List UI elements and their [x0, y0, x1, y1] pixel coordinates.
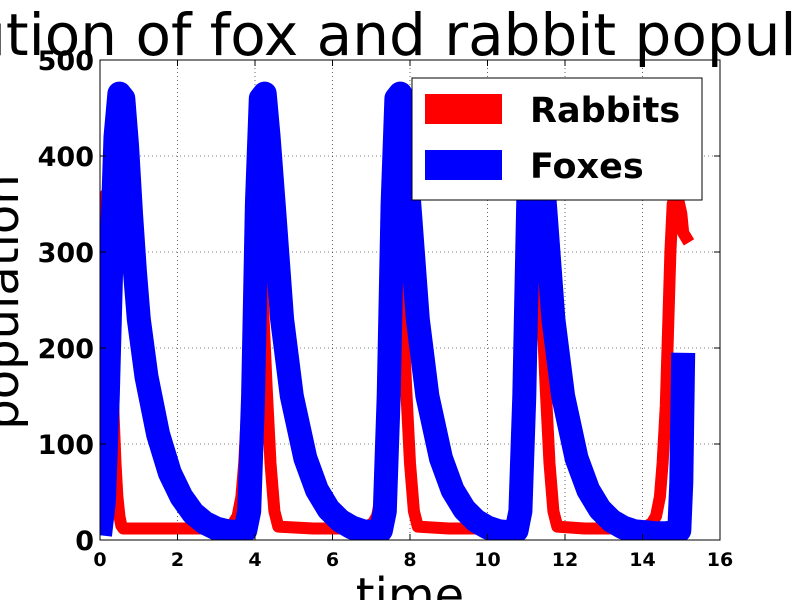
ticks: 0 2 4 6 8 10 12 14 16 0 100 200 300 400 500 [38, 46, 734, 571]
x-tick-label: 0 [93, 549, 106, 571]
x-tick-label: 8 [403, 549, 416, 571]
chart-title: Evolution of fox and rabbit populations [0, 1, 800, 69]
x-tick-label: 14 [629, 549, 655, 571]
x-tick-label: 4 [248, 549, 261, 571]
series-line-foxes [100, 81, 696, 540]
y-tick-label: 400 [38, 142, 94, 173]
y-tick-label: 300 [38, 238, 94, 269]
x-tick-label: 2 [171, 549, 184, 571]
y-tick-label: 500 [38, 46, 94, 77]
x-tick-label: 16 [707, 549, 733, 571]
legend-label-rabbits: Rabbits [530, 91, 680, 131]
legend-label-foxes: Foxes [530, 147, 644, 187]
x-tick-label: 6 [326, 549, 339, 571]
legend: Rabbits Foxes [411, 77, 703, 201]
y-axis-label: population [0, 174, 30, 429]
x-tick-label: 12 [552, 549, 578, 571]
y-tick-label: 0 [75, 526, 94, 557]
x-axis-label: time [356, 568, 464, 600]
x-tick-label: 10 [474, 549, 500, 571]
series-layer [100, 81, 696, 540]
y-tick-label: 100 [38, 430, 94, 461]
y-tick-label: 200 [38, 334, 94, 365]
